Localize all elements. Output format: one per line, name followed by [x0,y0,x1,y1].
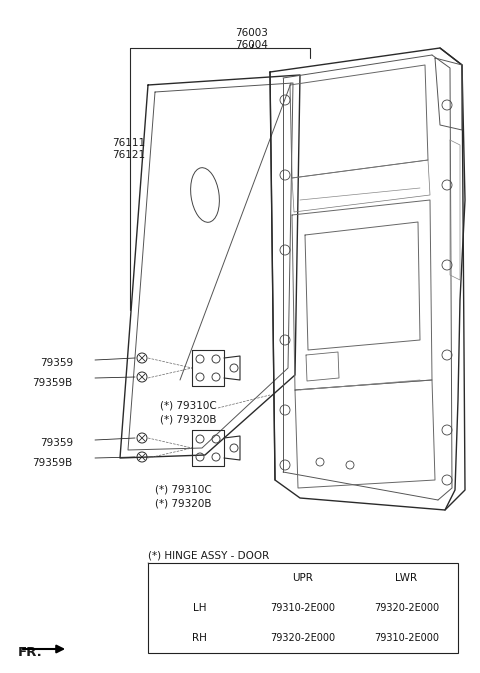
Text: (*) 79320B: (*) 79320B [160,415,216,425]
Text: (*) 79310C: (*) 79310C [160,400,217,410]
Text: 79320-2E000: 79320-2E000 [374,603,439,613]
Text: (*) 79310C: (*) 79310C [155,484,212,494]
Text: UPR: UPR [293,573,313,583]
Text: 76003
76004: 76003 76004 [236,28,268,50]
Text: (*) 79320B: (*) 79320B [155,499,212,509]
Text: 79359B: 79359B [32,378,72,388]
Text: 79359B: 79359B [32,458,72,468]
Bar [148,563,458,653]
Text: (*) HINGE ASSY - DOOR: (*) HINGE ASSY - DOOR [148,550,269,560]
Text: 76111
76121: 76111 76121 [112,138,145,160]
Text: 79359: 79359 [40,358,73,368]
Text: 79320-2E000: 79320-2E000 [270,633,336,643]
Text: LH: LH [193,603,206,613]
Text: FR.: FR. [18,646,43,659]
Text: 79359: 79359 [40,438,73,448]
Text: 79310-2E000: 79310-2E000 [271,603,336,613]
Text: RH: RH [192,633,207,643]
Text: LWR: LWR [395,573,418,583]
Text: 79310-2E000: 79310-2E000 [374,633,439,643]
